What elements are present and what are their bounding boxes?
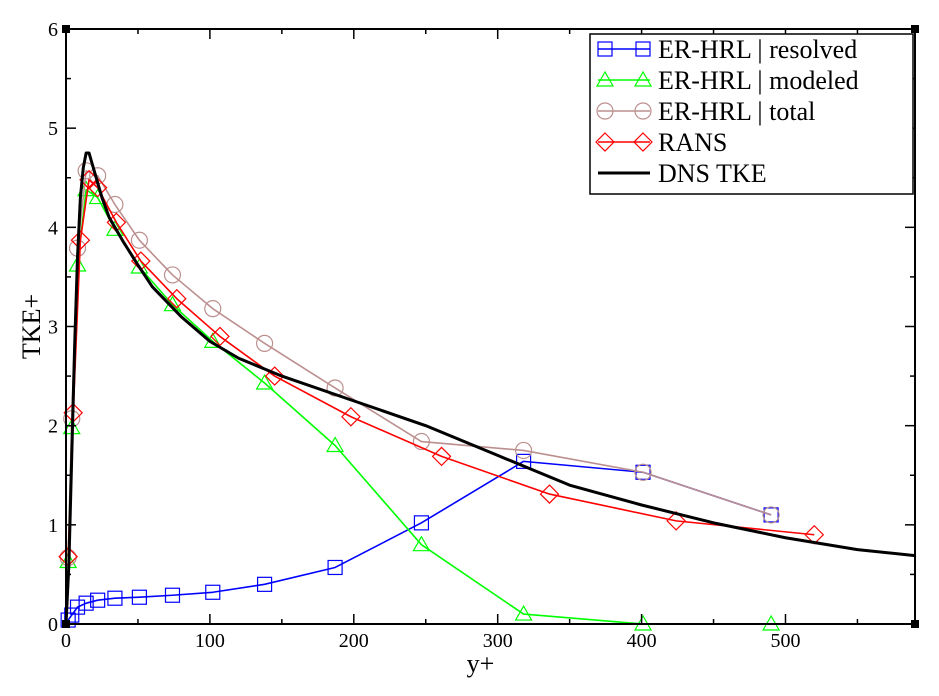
data-point — [763, 507, 779, 523]
data-point — [412, 432, 431, 451]
y-axis-title: TKE+ — [17, 294, 46, 359]
legend-marker — [635, 41, 651, 57]
data-point — [264, 366, 285, 386]
data-point — [666, 511, 686, 531]
data-point — [210, 326, 230, 347]
y-tick-label: 6 — [48, 19, 58, 41]
legend-marker — [597, 41, 613, 57]
data-point — [90, 592, 106, 608]
legend-item: RANS — [595, 128, 727, 157]
x-tick-label: 100 — [195, 630, 225, 652]
series-rans — [58, 169, 825, 567]
y-tick-label: 1 — [48, 515, 58, 537]
series-line — [67, 178, 815, 557]
series-er-hrl-resolved — [60, 453, 779, 628]
series-er-hrl-total — [59, 162, 780, 567]
data-point — [341, 406, 361, 427]
data-point — [163, 266, 182, 284]
legend-item: ER-HRL | total — [596, 97, 815, 126]
data-point — [255, 334, 274, 352]
data-point — [78, 595, 94, 611]
y-tick-label: 5 — [48, 118, 58, 140]
data-point — [205, 584, 221, 600]
data-point — [64, 607, 80, 623]
legend-label: ER-HRL | modeled — [658, 66, 859, 95]
y-tick-label: 3 — [48, 317, 58, 339]
series-dns-tke — [64, 151, 916, 625]
data-point — [70, 230, 91, 251]
data-point — [514, 604, 533, 621]
data-point — [166, 288, 187, 309]
series-line — [67, 460, 772, 621]
x-tick-label: 400 — [627, 630, 657, 652]
legend-marker — [633, 70, 653, 87]
legend-label: DNS TKE — [658, 159, 767, 188]
legend-label: RANS — [658, 128, 727, 157]
data-point — [256, 576, 273, 592]
legend-marker — [596, 102, 614, 120]
series-er-hrl-modeled — [59, 180, 781, 631]
data-point — [634, 463, 652, 481]
series-line — [64, 151, 916, 625]
legend-item: DNS TKE — [598, 159, 767, 188]
y-tick-label: 0 — [48, 614, 58, 636]
data-point — [539, 484, 560, 504]
data-point — [87, 177, 108, 198]
data-point — [326, 436, 345, 453]
y-tick-label: 2 — [48, 416, 58, 438]
data-point — [762, 506, 780, 524]
data-point — [131, 589, 147, 605]
data-point — [327, 559, 343, 576]
legend-marker — [595, 70, 615, 87]
series-line — [67, 170, 772, 558]
legend-frame — [589, 33, 914, 195]
data-point — [635, 464, 651, 480]
data-point — [130, 231, 148, 249]
data-point — [204, 300, 222, 318]
x-tick-label: 0 — [61, 630, 71, 652]
legend-marker — [633, 132, 653, 152]
series-line — [67, 188, 772, 625]
data-point — [514, 441, 533, 460]
data-point — [69, 599, 86, 615]
data-point — [255, 373, 274, 390]
data-point — [107, 590, 123, 606]
x-tick-label: 500 — [770, 630, 800, 652]
legend-marker — [595, 132, 615, 152]
data-point — [431, 446, 452, 467]
data-point — [130, 257, 149, 274]
x-axis-title: y+ — [467, 649, 495, 678]
data-point — [412, 535, 431, 552]
legend-label: ER-HRL | resolved — [658, 35, 857, 64]
y-tick-label: 4 — [48, 217, 58, 239]
legend-item: ER-HRL | resolved — [597, 35, 857, 64]
legend-marker — [634, 102, 652, 120]
data-point — [515, 453, 532, 469]
legend-label: ER-HRL | total — [658, 97, 815, 126]
data-point — [413, 515, 430, 531]
legend-item: ER-HRL | modeled — [595, 66, 859, 95]
x-tick-label: 200 — [339, 630, 369, 652]
plot-area — [58, 151, 916, 631]
x-tick-label: 300 — [483, 630, 513, 652]
data-point — [164, 587, 181, 603]
axes: 0 100 200 300 400 500 0 1 2 3 4 5 6 y+ TKE+ — [17, 19, 919, 678]
